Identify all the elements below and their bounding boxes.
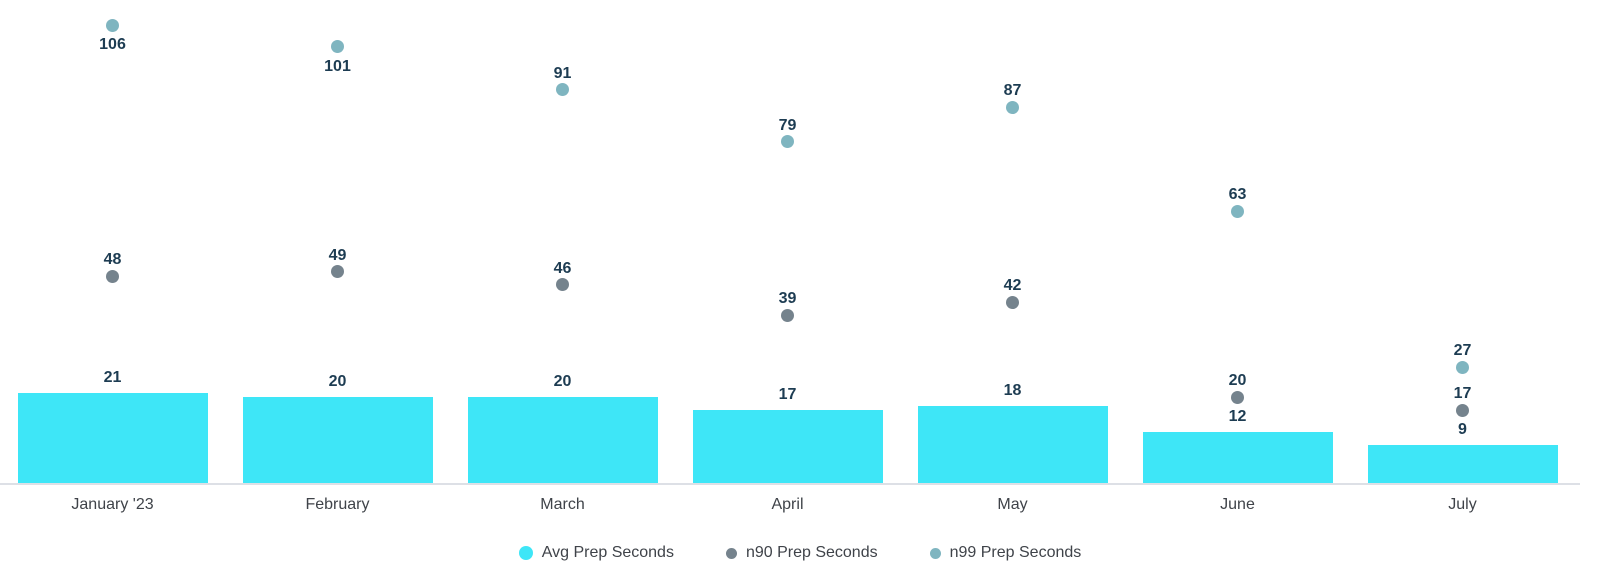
legend-label: Avg Prep Seconds	[541, 544, 674, 561]
n90-point[interactable]	[556, 278, 569, 292]
x-axis-label: February	[305, 496, 370, 513]
legend-label: n90 Prep Seconds	[745, 544, 878, 561]
legend-item-n99[interactable]: n99 Prep Seconds	[929, 543, 1082, 563]
n90-point[interactable]	[1006, 295, 1019, 309]
bar-avg-prep-seconds[interactable]	[17, 393, 208, 484]
n90-point[interactable]	[781, 308, 794, 322]
x-axis-label: May	[997, 496, 1028, 513]
x-axis-label: March	[540, 496, 585, 513]
legend-item-avg[interactable]: Avg Prep Seconds	[518, 543, 674, 563]
bar-avg-prep-seconds[interactable]	[1142, 432, 1333, 484]
n90-point[interactable]	[331, 265, 344, 279]
n99-point[interactable]	[106, 18, 119, 32]
value-label: 18	[1003, 382, 1022, 400]
n90-point[interactable]	[106, 269, 119, 283]
value-label: 49	[328, 246, 347, 264]
value-label: 39	[778, 290, 797, 308]
n99-point[interactable]	[1231, 204, 1244, 218]
value-label: 63	[1228, 186, 1247, 204]
n99-point[interactable]	[781, 135, 794, 149]
bar-avg-prep-seconds[interactable]	[692, 410, 883, 484]
value-label: 17	[1453, 385, 1472, 403]
value-label: 79	[778, 116, 797, 134]
bar-avg-prep-seconds[interactable]	[467, 397, 658, 484]
n99-point[interactable]	[331, 40, 344, 54]
x-axis-line	[0, 483, 1580, 485]
bar-avg-prep-seconds[interactable]	[242, 397, 433, 484]
n90-point[interactable]	[1231, 390, 1244, 404]
value-label: 20	[1228, 372, 1247, 390]
value-label: 106	[99, 36, 126, 54]
legend-item-n90[interactable]: n90 Prep Seconds	[725, 543, 878, 563]
bar-avg-prep-seconds[interactable]	[1367, 445, 1558, 484]
legend-marker-icon	[929, 547, 941, 559]
legend-marker-icon	[725, 547, 737, 559]
legend-label: n99 Prep Seconds	[949, 544, 1082, 561]
value-label: 12	[1228, 408, 1247, 426]
n90-point[interactable]	[1456, 403, 1469, 417]
legend-marker-icon	[518, 546, 533, 560]
n99-point[interactable]	[1006, 100, 1019, 114]
x-axis-label: June	[1220, 496, 1255, 513]
value-label: 87	[1003, 82, 1022, 100]
x-axis-label: January '23	[71, 496, 154, 513]
n99-point[interactable]	[556, 83, 569, 97]
n99-point[interactable]	[1456, 360, 1469, 374]
value-label: 27	[1453, 342, 1472, 360]
value-label: 48	[103, 251, 122, 269]
legend: Avg Prep Seconds n90 Prep Seconds n99 Prep…	[0, 543, 1600, 563]
value-label: 9	[1458, 421, 1467, 439]
value-label: 91	[553, 64, 572, 82]
x-axis-label: July	[1448, 496, 1477, 513]
value-label: 101	[324, 57, 351, 75]
value-label: 42	[1003, 277, 1022, 295]
value-label: 20	[328, 373, 347, 391]
x-axis-label: April	[771, 496, 804, 513]
bar-avg-prep-seconds[interactable]	[917, 406, 1108, 484]
value-label: 17	[778, 386, 797, 404]
value-label: 21	[103, 369, 122, 387]
value-label: 46	[553, 259, 572, 277]
value-label: 20	[553, 373, 572, 391]
x-axis-labels: January '23 February March April May June July	[0, 495, 1600, 515]
plot-area: 21 48 106 20 49 101 20 46 91 17 39 79 18 42 87 12 20 63 9 1…	[17, 18, 1558, 484]
